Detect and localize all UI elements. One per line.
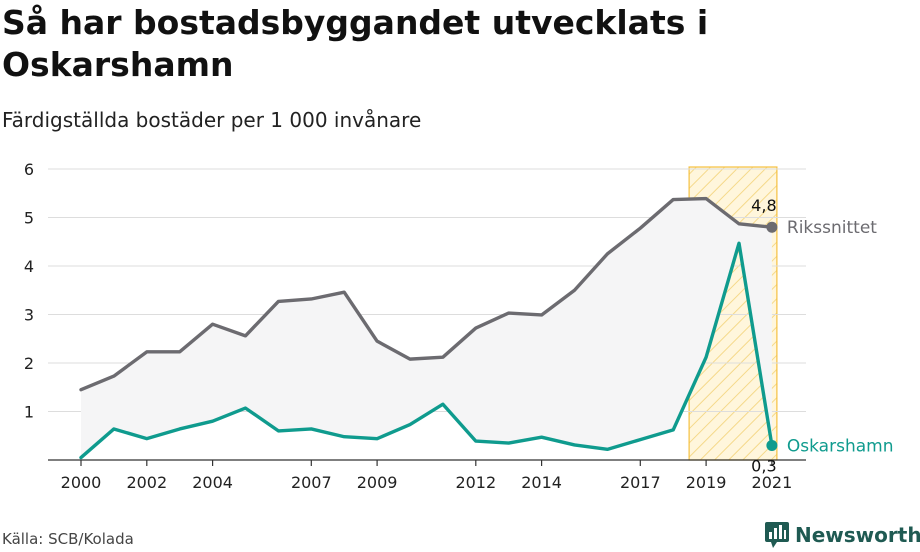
- end-point-oskarshamn: [766, 439, 778, 451]
- end-value-label-oskarshamn: 0,3: [751, 456, 776, 475]
- x-tick-label: 2004: [192, 473, 233, 492]
- chart-title: Så har bostadsbyggandet utvecklats i Osk…: [2, 3, 709, 84]
- series-label-oskarshamn: Oskarshamn: [787, 436, 894, 456]
- end-point-rikssnittet: [766, 221, 778, 233]
- y-tick-label: 5: [24, 209, 34, 228]
- x-tick-label: 2021: [752, 473, 793, 492]
- y-tick-label: 4: [24, 257, 34, 276]
- line-chart: 1 2 3 4 5 6 2000 2002 2004 2007 2009 2012 2014 2017 20…: [24, 160, 894, 492]
- x-tick-label: 2012: [455, 473, 496, 492]
- x-tick-label: 2019: [686, 473, 727, 492]
- source-note: Källa: SCB/Kolada: [2, 530, 134, 548]
- end-value-label-rikssnittet: 4,8: [751, 196, 776, 215]
- x-tick-label: 2009: [357, 473, 398, 492]
- x-tick-label: 2017: [620, 473, 661, 492]
- brand-name: Newsworthy: [795, 523, 920, 547]
- series-line-rikssnittet: [79, 196, 774, 392]
- y-tick-label: 2: [24, 354, 34, 373]
- x-tick-label: 2002: [126, 473, 167, 492]
- series-label-rikssnittet: Rikssnittet: [787, 218, 877, 238]
- chart-subtitle: Färdigställda bostäder per 1 000 invånar…: [2, 108, 422, 132]
- x-tick-label: 2000: [61, 473, 102, 492]
- y-tick-label: 3: [24, 306, 34, 325]
- y-tick-label: 1: [24, 403, 34, 422]
- series-line-oskarshamn: [79, 241, 774, 460]
- y-tick-label: 6: [24, 160, 34, 179]
- x-tick-label: 2014: [521, 473, 562, 492]
- x-tick-label: 2007: [291, 473, 332, 492]
- newsworthy-logo-icon: [765, 522, 789, 548]
- brand: Newsworthy: [765, 519, 920, 551]
- gap-area: [81, 198, 772, 458]
